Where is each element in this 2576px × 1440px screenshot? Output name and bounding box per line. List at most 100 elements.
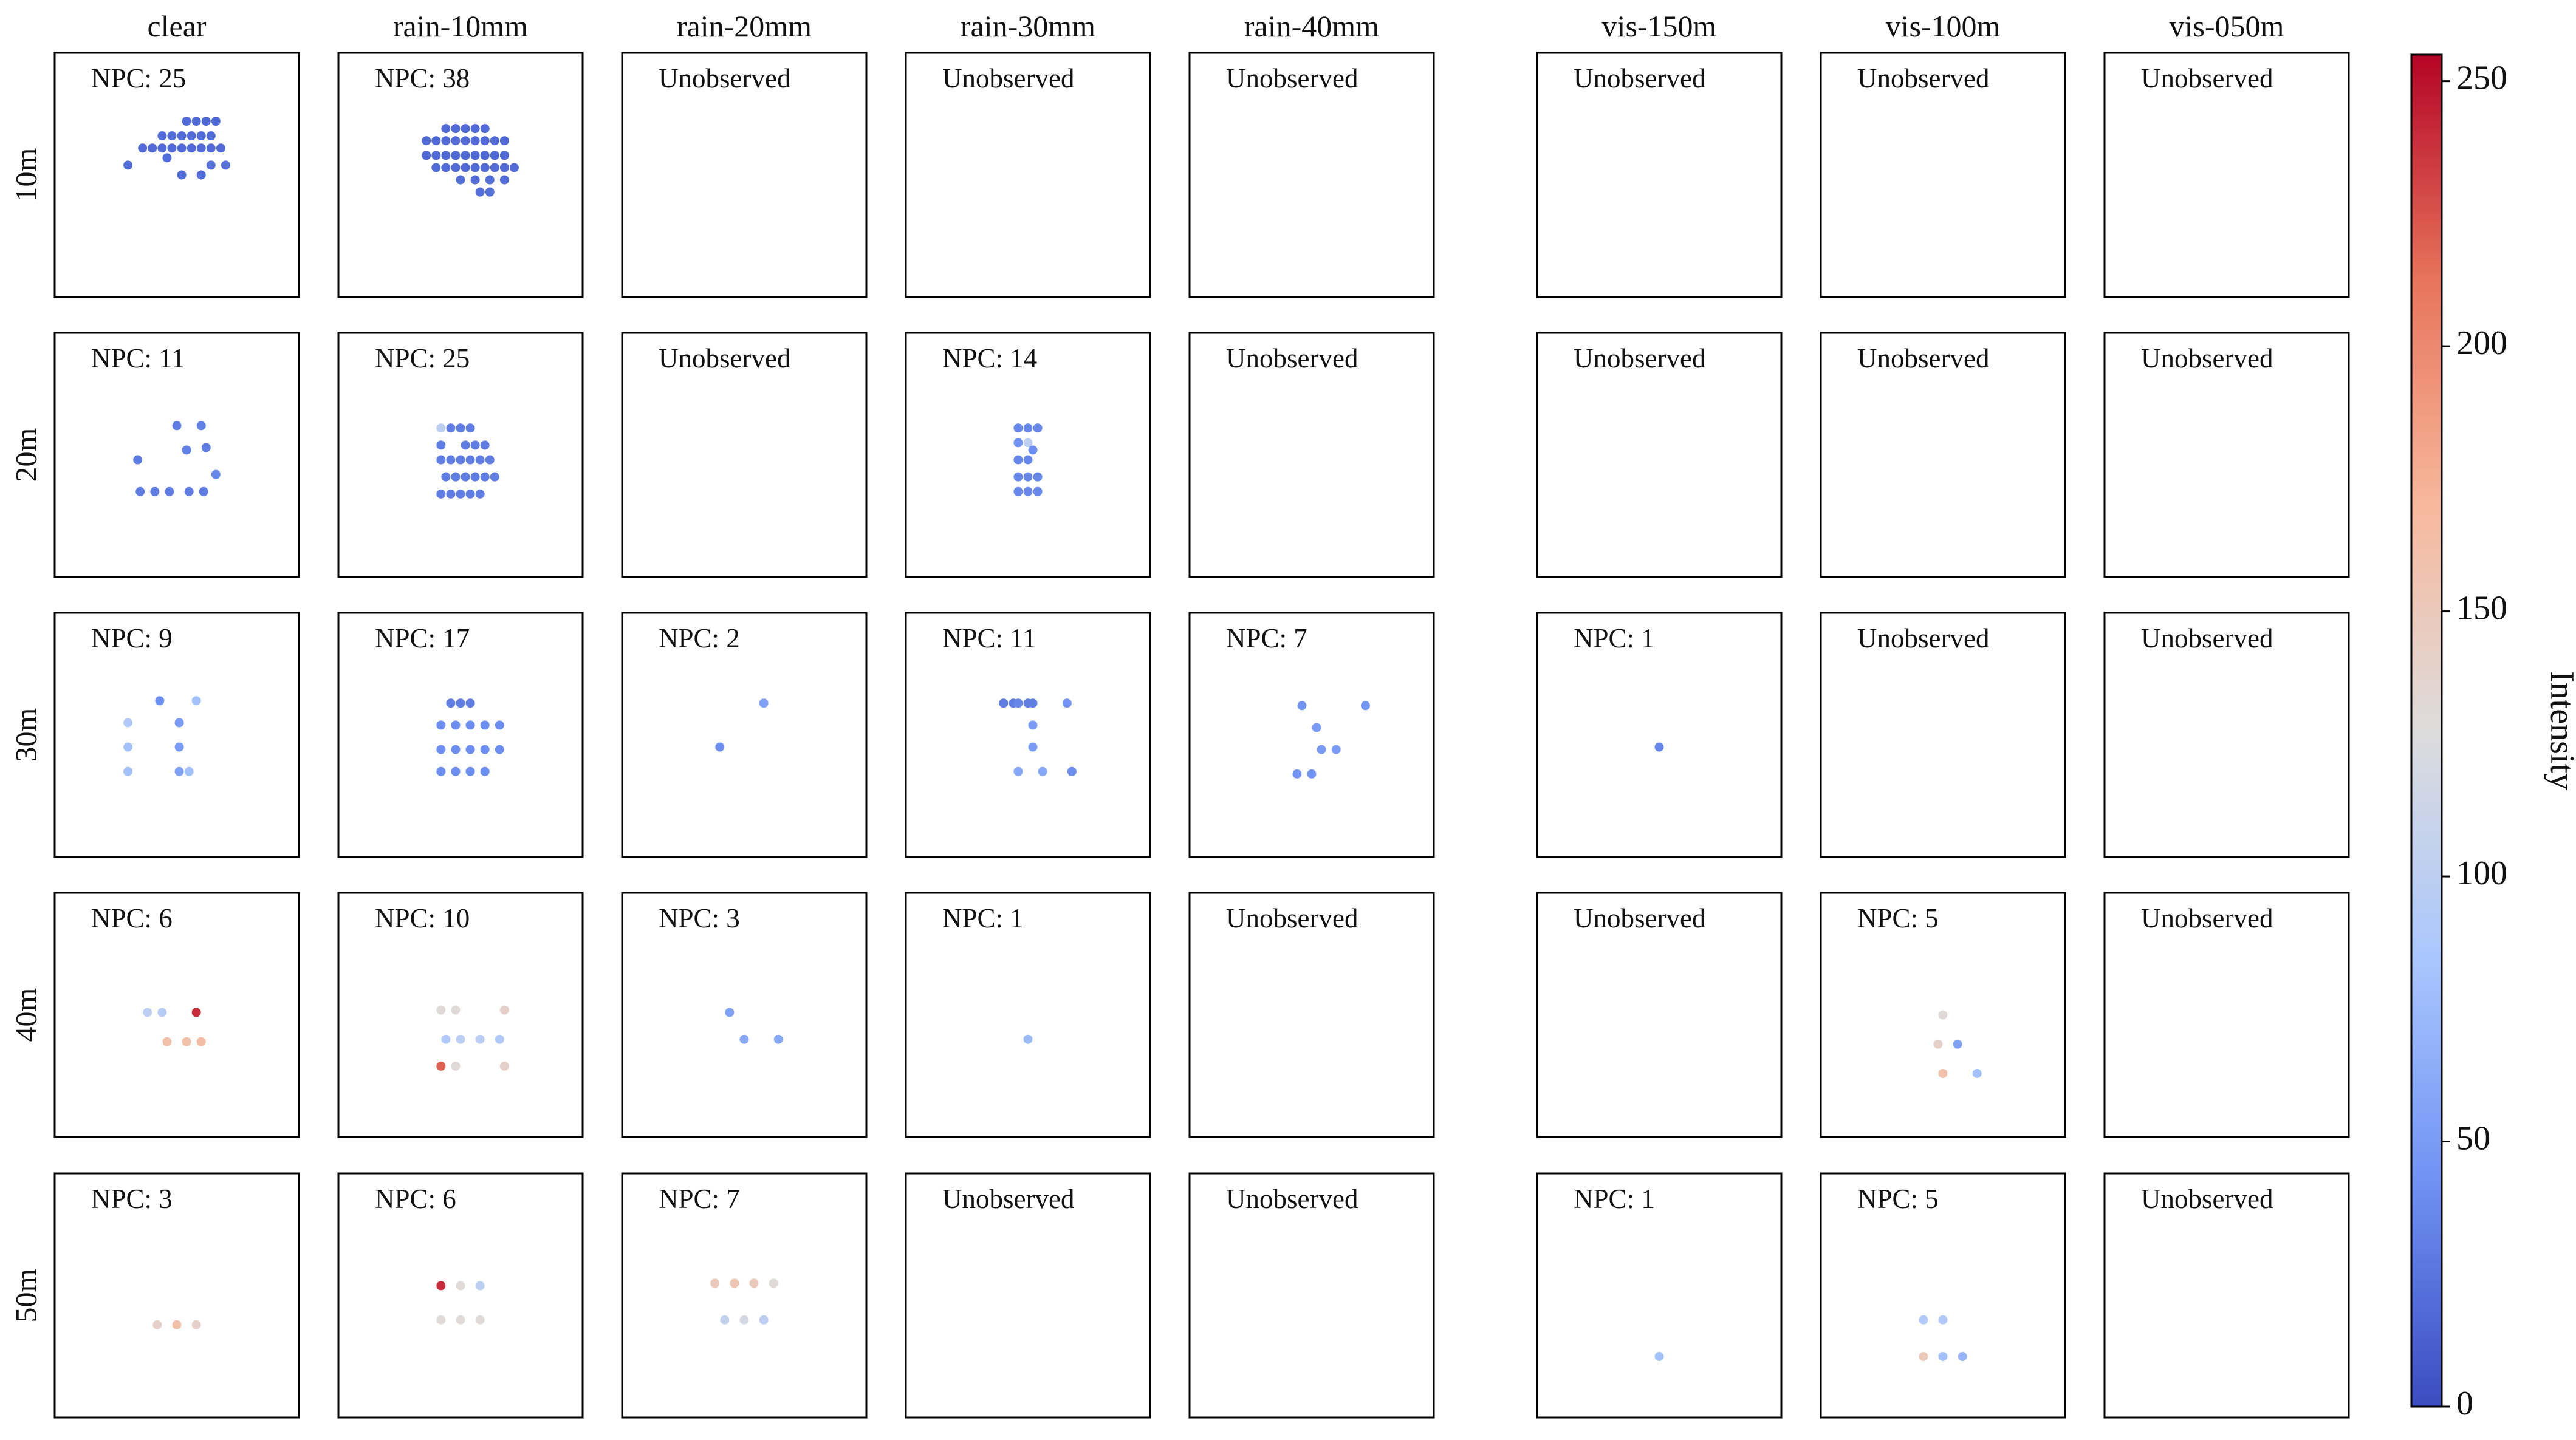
point — [191, 1320, 201, 1329]
panel-frame — [1188, 332, 1435, 578]
colorbar-gradient — [2410, 53, 2443, 1408]
npc-count-label: NPC: 9 — [91, 623, 173, 653]
row-label-30m: 30m — [9, 708, 43, 762]
point — [221, 160, 230, 170]
panel-10m-rain-20mm: Unobserved — [621, 52, 868, 298]
point — [480, 720, 490, 730]
point — [446, 698, 456, 708]
npc-count-label: NPC: 6 — [91, 903, 173, 933]
panel-frame — [1188, 1172, 1435, 1419]
colorbar-tick-label: 0 — [2456, 1385, 2473, 1422]
unobserved-label: Unobserved — [1857, 343, 1989, 374]
point — [446, 489, 456, 499]
npc-count-label: NPC: 6 — [375, 1184, 456, 1214]
point — [1067, 766, 1077, 776]
point — [715, 742, 725, 752]
panel-frame — [337, 892, 584, 1138]
unobserved-label: Unobserved — [1226, 63, 1358, 94]
panel-frame — [337, 332, 584, 578]
point — [451, 1061, 461, 1071]
point — [451, 163, 461, 172]
point — [123, 766, 133, 776]
point — [1038, 766, 1047, 776]
npc-count-label: NPC: 3 — [91, 1184, 173, 1214]
point — [436, 1061, 446, 1071]
panel-50m-vis-100m: NPC: 5 — [1820, 1172, 2066, 1419]
point — [461, 472, 470, 482]
point — [470, 163, 480, 172]
point — [187, 143, 196, 153]
point — [182, 117, 191, 126]
point — [182, 445, 191, 455]
point — [480, 151, 490, 160]
point — [174, 766, 184, 776]
unobserved-label: Unobserved — [1226, 903, 1358, 933]
column-label-vis-100m: vis-100m — [1886, 9, 2001, 43]
colorbar-tick-label: 50 — [2456, 1119, 2490, 1157]
point — [461, 124, 470, 134]
point — [165, 486, 174, 496]
point — [441, 124, 451, 134]
unobserved-label: Unobserved — [1857, 623, 1989, 653]
point — [167, 143, 177, 153]
panel-frame — [2103, 612, 2350, 858]
point — [436, 720, 446, 730]
point — [1331, 745, 1341, 754]
point — [759, 698, 769, 708]
point — [196, 421, 206, 431]
point — [451, 472, 461, 482]
row-labels: 10m 20m 30m 40m 50m — [9, 148, 43, 1322]
point — [436, 440, 446, 450]
row-label-20m: 20m — [9, 428, 43, 482]
point — [475, 455, 485, 465]
panel-frame — [53, 892, 300, 1138]
point — [1033, 472, 1043, 482]
point — [499, 1005, 509, 1015]
npc-count-label: NPC: 1 — [1574, 1184, 1655, 1214]
row-label-40m: 40m — [9, 988, 43, 1042]
point — [509, 163, 519, 172]
point — [148, 143, 157, 153]
point — [1307, 769, 1317, 779]
point — [1023, 486, 1033, 496]
column-label-rain-40mm: rain-40mm — [1244, 9, 1379, 43]
point — [451, 766, 461, 776]
unobserved-label: Unobserved — [1857, 63, 1989, 94]
point — [199, 486, 208, 496]
point — [201, 117, 211, 126]
point — [436, 489, 446, 499]
point — [725, 1008, 735, 1017]
point — [446, 455, 456, 465]
point — [162, 153, 172, 163]
panel-frame — [2103, 1172, 2350, 1419]
point — [143, 1008, 152, 1017]
npc-count-label: NPC: 5 — [1857, 1184, 1939, 1214]
point — [470, 440, 480, 450]
npc-count-label: NPC: 14 — [942, 343, 1037, 374]
point — [191, 696, 201, 706]
panel-40m-vis-150m: Unobserved — [1536, 892, 1783, 1138]
point — [157, 131, 167, 141]
point — [441, 163, 451, 172]
point — [441, 472, 451, 482]
panel-frame — [53, 612, 300, 858]
point — [138, 143, 148, 153]
panel-30m-vis-150m: NPC: 1 — [1536, 612, 1783, 858]
unobserved-label: Unobserved — [2141, 1184, 2273, 1214]
panel-frame — [621, 52, 868, 298]
point — [1292, 769, 1302, 779]
point — [150, 486, 160, 496]
panel-30m-clear: NPC: 9 — [53, 612, 300, 858]
point — [1938, 1315, 1948, 1325]
unobserved-label: Unobserved — [942, 63, 1074, 94]
panel-40m-rain-20mm: NPC: 3 — [621, 892, 868, 1138]
point — [196, 1037, 206, 1046]
point — [475, 1281, 485, 1291]
panel-20m-rain-20mm: Unobserved — [621, 332, 868, 578]
panel-20m-vis-150m: Unobserved — [1536, 332, 1783, 578]
panel-10m-vis-050m: Unobserved — [2103, 52, 2350, 298]
point — [773, 1034, 783, 1044]
point — [720, 1315, 730, 1325]
point — [465, 423, 475, 433]
point — [1013, 438, 1023, 448]
